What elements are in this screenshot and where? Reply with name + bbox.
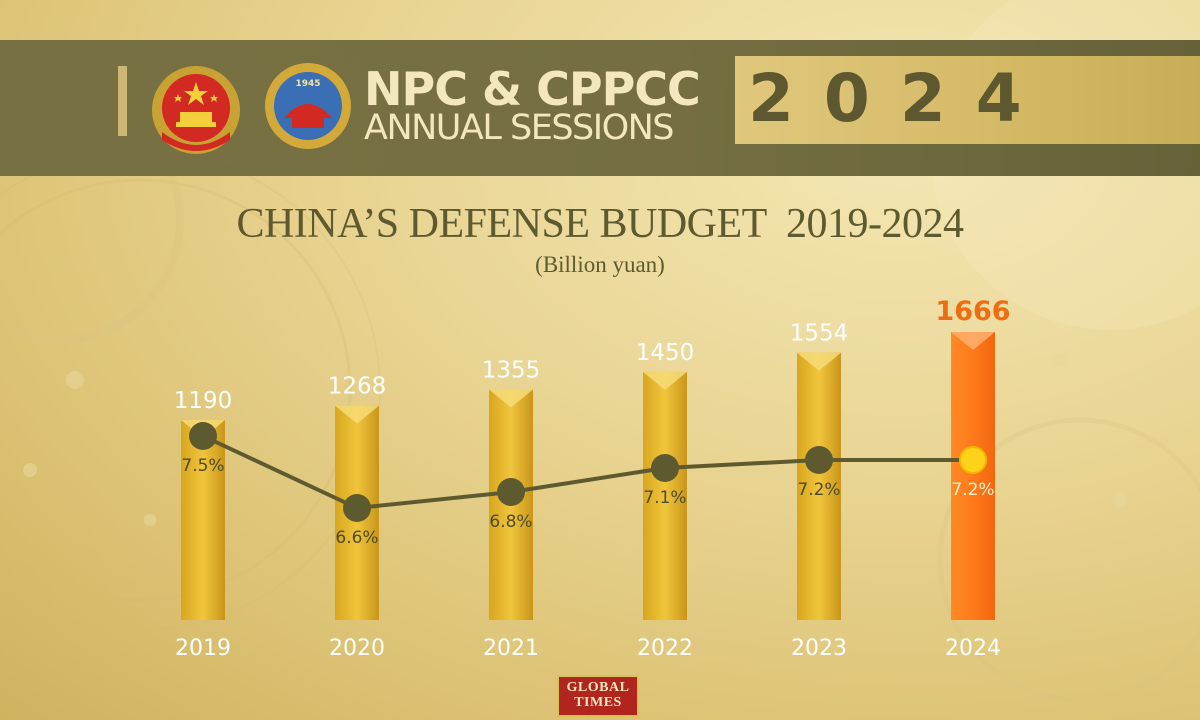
growth-marker-2023: [805, 446, 833, 474]
growth-label-2024: 7.2%: [951, 480, 994, 500]
chart-title: CHINA’S DEFENSE BUDGET 2019-2024: [236, 201, 964, 247]
bar-2024: [951, 332, 995, 620]
growth-marker-2019: [189, 422, 217, 450]
year-panel: [735, 56, 1200, 144]
cppcc-emblem-icon: 1945: [265, 63, 351, 149]
cppcc-emblem-year: 1945: [295, 79, 320, 89]
value-label-2020: 1268: [328, 374, 387, 400]
value-label-2023: 1554: [790, 321, 849, 347]
national-emblem-icon: [152, 66, 240, 154]
year-tick-2023: 2023: [791, 636, 847, 661]
bar-cap-2023: [797, 352, 841, 371]
growth-line: [202, 434, 973, 511]
bar-cap-2020: [335, 405, 379, 424]
chart-subtitle: (Billion yuan): [535, 252, 665, 277]
bar-2022: [643, 371, 687, 620]
growth-label-2019: 7.5%: [181, 456, 224, 476]
growth-label-2021: 6.8%: [489, 512, 532, 532]
growth-label-2020: 6.6%: [335, 528, 378, 548]
logo-line1: GLOBAL: [566, 680, 630, 695]
value-label-2019: 1190: [174, 388, 233, 414]
bar-cap-2024: [951, 332, 995, 350]
growth-marker-2024: [959, 446, 987, 474]
year-tick-2022: 2022: [637, 636, 693, 661]
year-tick-2021: 2021: [483, 636, 539, 661]
bar-cap-2022: [643, 371, 687, 390]
bar-cap-2021: [489, 389, 533, 408]
global-times-logo: GLOBAL TIMES: [557, 675, 639, 717]
sessions-subtitle: ANNUAL SESSIONS: [364, 108, 675, 148]
value-label-2021: 1355: [482, 357, 541, 383]
bar-2023: [797, 352, 841, 620]
year-tick-2019: 2019: [175, 636, 231, 661]
value-label-2024: 1666: [935, 296, 1010, 327]
growth-marker-2021: [497, 478, 525, 506]
growth-marker-2020: [343, 494, 371, 522]
year-label: 2024: [748, 60, 1052, 137]
year-tick-2020: 2020: [329, 636, 385, 661]
growth-label-2023: 7.2%: [797, 480, 840, 500]
growth-marker-2022: [651, 454, 679, 482]
year-tick-2024: 2024: [945, 636, 1001, 661]
value-label-2022: 1450: [636, 340, 695, 366]
logo-line2: TIMES: [574, 695, 622, 710]
bar-2019: [181, 420, 225, 620]
growth-label-2022: 7.1%: [643, 488, 686, 508]
sessions-title: NPC & CPPCC: [364, 62, 701, 116]
header-accent-bar: [118, 66, 127, 136]
